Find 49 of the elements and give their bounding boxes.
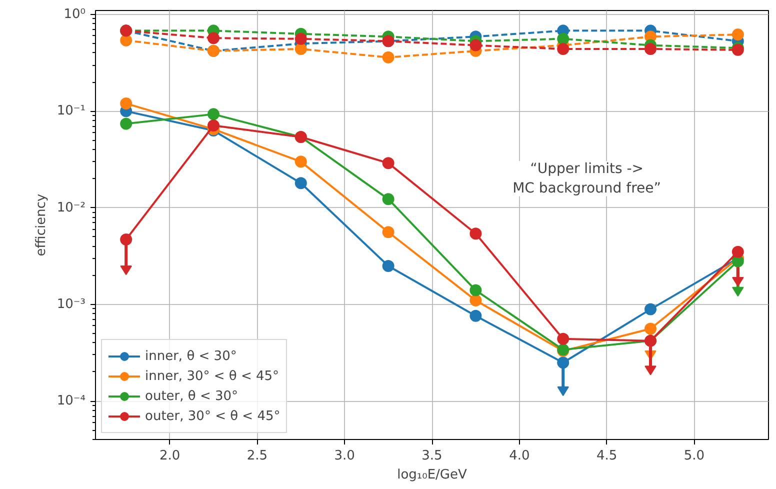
y-tick-label: 10⁰ [64,7,86,22]
point [382,260,394,272]
y-tick-label: 10⁻³ [56,296,86,312]
point [732,28,744,41]
point [470,228,482,240]
y-tick-label: 10⁻² [56,200,86,216]
legend-label: outer, θ < 30° [145,388,238,404]
annotation: “Upper limits -> MC background free” [512,161,662,196]
point [120,118,132,130]
point [557,42,570,55]
y-tick-label: 10⁻⁴ [56,394,86,409]
legend-label: inner, θ < 30° [145,348,237,364]
point [294,177,307,190]
point [644,42,657,55]
legend-label: outer, 30° < θ < 45° [145,408,280,424]
legend-label: inner, 30° < θ < 45° [145,368,280,384]
point [120,34,132,46]
x-tick-label: 2.0 [159,448,180,464]
point [207,108,220,120]
point [470,310,482,322]
y-axis-title: efficiency [34,193,49,256]
point [294,32,307,45]
point [732,246,744,258]
point [557,356,570,369]
x-tick-label: 4.5 [596,448,618,464]
point [644,322,657,335]
point [382,193,394,206]
point [470,294,482,306]
x-axis-title: log₁₀E/GeV [397,468,468,482]
point [644,303,657,316]
point [294,42,307,55]
point [207,120,220,132]
point [120,233,132,246]
x-tick-label: 5.0 [684,448,705,464]
point [382,51,394,64]
point [470,39,482,52]
point [382,157,394,170]
point [120,97,132,110]
x-tick-label: 3.0 [334,448,355,464]
x-tick-label: 3.5 [422,448,442,464]
point [382,226,394,238]
point [294,156,307,168]
point [557,332,570,345]
point [470,284,482,296]
y-tick-label: 10⁻¹ [56,104,86,119]
x-tick-label: 2.5 [246,448,268,464]
point [557,32,570,45]
point [207,32,220,44]
x-tick-label: 4.0 [509,448,530,464]
